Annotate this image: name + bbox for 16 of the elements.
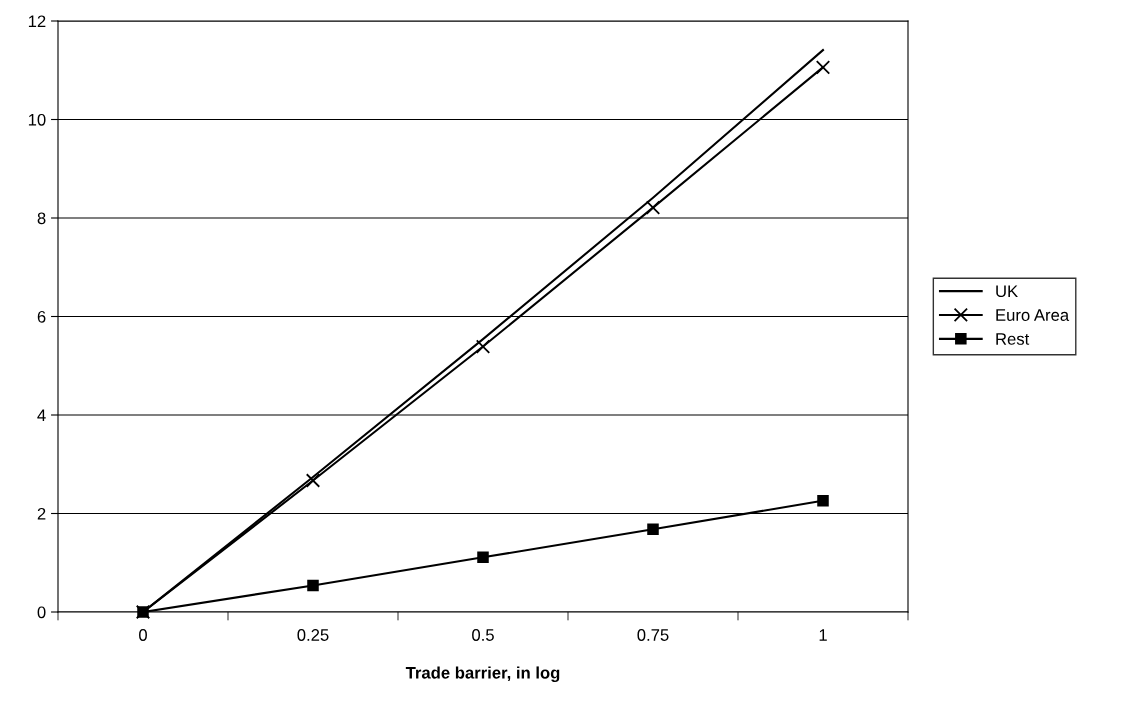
legend-label: UK (996, 285, 1018, 298)
y-tick-label: 0 (37, 606, 46, 619)
x-tick-label: 0.75 (637, 629, 669, 641)
y-tick-label: 2 (37, 507, 46, 520)
x-axis-title: Trade barrier, in log (405, 666, 560, 683)
y-tick-label: 8 (37, 212, 46, 225)
legend-label: Rest (996, 333, 1030, 345)
x-tick-label: 0.25 (297, 629, 329, 641)
x-tick-label: 1 (819, 629, 827, 641)
x-tick-label: 0 (139, 629, 147, 641)
x-tick-label: 0.5 (472, 629, 494, 641)
legend-label: Euro Area (996, 309, 1070, 321)
y-tick-label: 6 (37, 310, 46, 323)
y-tick-label: 12 (28, 15, 46, 28)
y-tick-label: 4 (37, 409, 46, 422)
y-tick-label: 10 (28, 113, 46, 126)
